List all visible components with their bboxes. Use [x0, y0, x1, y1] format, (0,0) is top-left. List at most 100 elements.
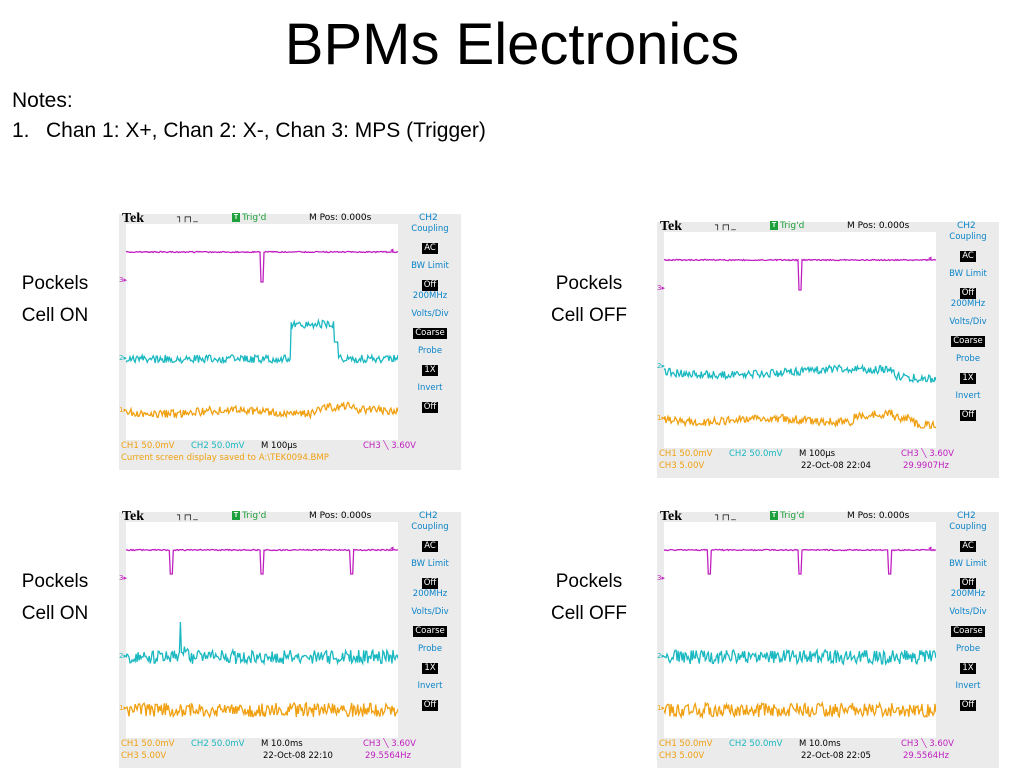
timebase: M 10.0ms — [799, 739, 841, 749]
note-item: 1. Chan 1: X+, Chan 2: X-, Chan 3: MPS (T… — [12, 116, 486, 146]
probe-value: 1X — [422, 365, 438, 376]
pulse-icon: ┐┌┐_ — [715, 511, 736, 521]
pulse-icon: ┐┌┐_ — [177, 511, 198, 521]
ch3-level-arrow-icon: ◂ — [928, 254, 932, 262]
menu-channel: CH2 — [957, 221, 976, 231]
volts-div-label: Volts/Div — [411, 309, 449, 319]
menu-channel: CH2 — [419, 213, 438, 223]
bw-limit-sub: 200MHz — [950, 589, 986, 599]
menu-invert[interactable]: Invert Off — [939, 681, 997, 711]
scope-label-line1: Pockels — [555, 273, 623, 294]
timebase: M 10.0ms — [261, 739, 303, 749]
status-line2-a: CH3 5.00V — [659, 461, 705, 471]
menu-channel: CH2 — [419, 511, 438, 521]
menu-volts-div[interactable]: Volts/Div Coarse — [401, 309, 459, 339]
ch1-trace — [664, 700, 936, 720]
ch1-marker: 1▸ — [657, 414, 665, 422]
invert-label: Invert — [417, 383, 443, 393]
ch1-marker: 1▸ — [657, 704, 665, 712]
ch3-trace — [664, 258, 936, 291]
invert-value: Off — [421, 402, 439, 413]
menu-bw-limit[interactable]: BW Limit Off 200MHz — [939, 269, 997, 310]
menu-invert[interactable]: Invert Off — [401, 383, 459, 413]
invert-label: Invert — [955, 391, 981, 401]
channel-menu: Coupling AC BW Limit Off 200MHz Volts/Di… — [939, 232, 997, 428]
menu-probe[interactable]: Probe 1X — [939, 354, 997, 384]
volts-div-value: Coarse — [413, 626, 447, 637]
probe-label: Probe — [417, 346, 443, 356]
notes-heading: Notes: — [12, 89, 73, 112]
bw-limit-label: BW Limit — [411, 261, 449, 271]
waveform-traces — [126, 548, 398, 719]
scope-label-line2: Cell ON — [21, 603, 89, 624]
timebase: M 100µs — [261, 441, 298, 451]
menu-probe[interactable]: Probe 1X — [401, 644, 459, 674]
coupling-label: Coupling — [411, 224, 449, 234]
menu-coupling[interactable]: Coupling AC — [939, 232, 997, 262]
menu-volts-div[interactable]: Volts/Div Coarse — [939, 317, 997, 347]
menu-probe[interactable]: Probe 1X — [401, 346, 459, 376]
ch2-scale: CH2 50.0mV — [729, 739, 783, 749]
ch2-trace — [126, 318, 398, 365]
ch3-trace — [126, 548, 398, 575]
scope-label-line2: Cell OFF — [551, 603, 627, 624]
menu-coupling[interactable]: Coupling AC — [401, 522, 459, 552]
invert-label: Invert — [955, 681, 981, 691]
status-line2-b: 22-Oct-08 22:05 — [801, 751, 871, 761]
trigger-icon: T — [770, 511, 778, 520]
probe-value: 1X — [422, 663, 438, 674]
status-line2-c: 29.5564Hz — [903, 751, 950, 761]
tek-logo: Tek — [122, 211, 145, 226]
plot-area — [126, 224, 398, 440]
channel-menu: Coupling AC BW Limit Off 200MHz Volts/Di… — [401, 522, 459, 718]
scope-label: Pockels Cell OFF — [534, 566, 644, 630]
bw-limit-label: BW Limit — [411, 559, 449, 569]
ch3-trace — [126, 250, 398, 283]
volts-div-value: Coarse — [951, 626, 985, 637]
scope-label-line2: Cell ON — [21, 305, 89, 326]
trigger-icon: T — [232, 511, 240, 520]
ch2-scale: CH2 50.0mV — [729, 449, 783, 459]
status-line2-c: 29.9907Hz — [903, 461, 950, 471]
ch1-scale: CH1 50.0mV — [659, 739, 713, 749]
slide-title: BPMs Electronics — [284, 12, 740, 77]
ch2-scale: CH2 50.0mV — [191, 441, 245, 451]
bw-limit-sub: 200MHz — [412, 291, 448, 301]
status-bar: CH1 50.0mV CH2 50.0mV M 100µs CH3 ╲ 3.60V C… — [121, 440, 459, 464]
menu-invert[interactable]: Invert Off — [401, 681, 459, 711]
waveform-traces — [664, 548, 936, 720]
menu-channel: CH2 — [957, 511, 976, 521]
bw-limit-sub: 200MHz — [412, 589, 448, 599]
bw-limit-sub: 200MHz — [950, 299, 986, 309]
scope-label-line1: Pockels — [21, 571, 89, 592]
coupling-value: AC — [960, 541, 976, 552]
trigger-level: CH3 ╲ 3.60V — [901, 739, 954, 749]
status-bar: CH1 50.0mV CH2 50.0mV M 100µs CH3 ╲ 3.60V C… — [659, 448, 997, 472]
ch1-trace — [664, 409, 936, 430]
channel-menu: Coupling AC BW Limit Off 200MHz Volts/Di… — [401, 224, 459, 420]
menu-bw-limit[interactable]: BW Limit Off 200MHz — [401, 559, 459, 600]
ch3-level-arrow-icon: ◂ — [928, 544, 932, 552]
plot-area — [664, 522, 936, 738]
notes: Notes: 1. Chan 1: X+, Chan 2: X-, Chan 3:… — [12, 86, 486, 146]
oscilloscope-screen: Tek ┐┌┐_ T Trig'd ▼ M Pos: 0.000s CH2 3▸… — [657, 509, 999, 768]
invert-value: Off — [959, 700, 977, 711]
menu-coupling[interactable]: Coupling AC — [939, 522, 997, 552]
volts-div-label: Volts/Div — [949, 607, 987, 617]
pulse-icon: ┐┌┐_ — [715, 221, 736, 231]
probe-label: Probe — [417, 644, 443, 654]
menu-volts-div[interactable]: Volts/Div Coarse — [939, 607, 997, 637]
menu-invert[interactable]: Invert Off — [939, 391, 997, 421]
ch3-trace — [664, 548, 936, 575]
menu-bw-limit[interactable]: BW Limit Off 200MHz — [939, 559, 997, 600]
menu-probe[interactable]: Probe 1X — [939, 644, 997, 674]
scope-label: Pockels Cell ON — [0, 268, 110, 332]
trigger-state: Trig'd — [780, 221, 805, 231]
menu-coupling[interactable]: Coupling AC — [401, 224, 459, 254]
bw-limit-value: Off — [421, 578, 439, 589]
channel-menu: Coupling AC BW Limit Off 200MHz Volts/Di… — [939, 522, 997, 718]
status-bar: CH1 50.0mV CH2 50.0mV M 10.0ms CH3 ╲ 3.60V … — [121, 738, 459, 762]
waveform-traces — [126, 250, 398, 420]
menu-bw-limit[interactable]: BW Limit Off 200MHz — [401, 261, 459, 302]
menu-volts-div[interactable]: Volts/Div Coarse — [401, 607, 459, 637]
